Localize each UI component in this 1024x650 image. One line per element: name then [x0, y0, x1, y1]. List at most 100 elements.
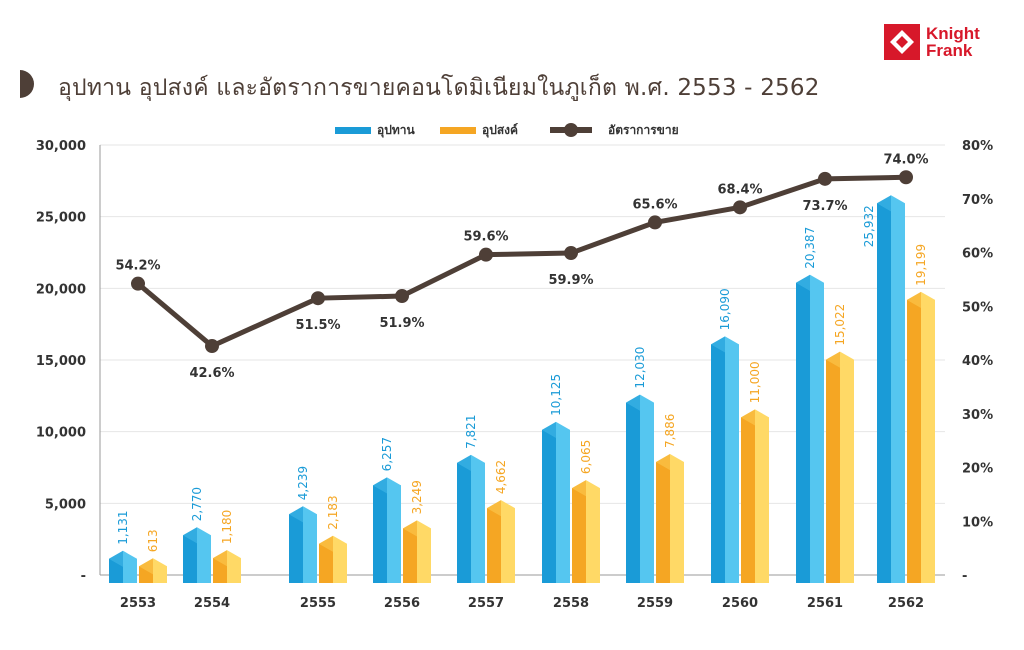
bar-1-side: [417, 528, 431, 583]
y-left-tick-label: 15,000: [36, 354, 86, 369]
bar-0-side: [725, 344, 739, 583]
bar-1-label: 613: [146, 529, 160, 552]
sales-rate-point: [648, 215, 662, 230]
sales-rate-point: [479, 247, 493, 262]
bar-1-front: [487, 508, 501, 583]
bar-1-label: 1,180: [220, 510, 234, 544]
sales-rate-point: [205, 339, 219, 354]
bar-1-cap-shade: [741, 409, 755, 426]
bar-0-label: 16,090: [718, 288, 732, 330]
y-right-tick-label: 10%: [962, 515, 993, 530]
bar-0-front: [711, 344, 725, 583]
x-tick-label: 2557: [468, 596, 504, 611]
bar-1-side: [586, 488, 600, 583]
bar-1-side: [501, 508, 515, 583]
sales-rate-label: 68.4%: [717, 182, 762, 197]
bar-0-label: 7,821: [464, 415, 478, 449]
y-right-tick-label: -: [962, 569, 967, 584]
bar-0-cap-shade: [457, 454, 471, 471]
bar-0-front: [183, 535, 197, 583]
bar-0-front: [289, 514, 303, 583]
bar-1-side: [670, 461, 684, 583]
y-right-tick-label: 50%: [962, 300, 993, 315]
bar-1-front: [826, 359, 840, 583]
bar-1-side: [755, 417, 769, 583]
bar-1-front: [319, 543, 333, 583]
bar-0-front: [877, 203, 891, 584]
bar-0-label: 20,387: [803, 227, 817, 269]
sales-rate-label: 51.9%: [379, 316, 424, 331]
bar-0-label: 4,239: [296, 466, 310, 500]
sales-rate-point: [818, 171, 832, 186]
knight-frank-logo: Knight Frank: [884, 24, 980, 60]
bar-1-cap-shade: [319, 535, 333, 552]
bar-0-front: [626, 402, 640, 583]
bar-0-cap-shade: [109, 550, 123, 567]
y-left-tick-label: 10,000: [36, 426, 86, 441]
bar-0-label: 2,770: [190, 487, 204, 521]
x-tick-label: 2560: [722, 596, 758, 611]
sales-rate-point: [899, 170, 913, 185]
bar-1-front: [403, 528, 417, 583]
legend-swatch-1: [440, 127, 476, 134]
sales-rate-label: 73.7%: [802, 199, 847, 214]
x-tick-label: 2556: [384, 596, 420, 611]
bar-0-label: 1,131: [116, 510, 130, 544]
bar-1-side: [840, 359, 854, 583]
x-tick-label: 2555: [300, 596, 336, 611]
bar-1-front: [656, 461, 670, 583]
sales-rate-label: 59.6%: [463, 230, 508, 245]
bar-0-label: 12,030: [633, 347, 647, 389]
x-tick-label: 2554: [194, 596, 230, 611]
bar-0-cap-shade: [626, 394, 640, 411]
bar-0-side: [640, 402, 654, 583]
bar-1-label: 19,199: [914, 244, 928, 286]
sales-rate-point: [564, 246, 578, 261]
bar-0-cap-shade: [796, 274, 810, 291]
y-right-tick-label: 70%: [962, 193, 993, 208]
bar-1-cap-shade: [139, 558, 153, 575]
legend-swatch-0: [335, 127, 371, 134]
bar-0-side: [556, 429, 570, 583]
bar-1-label: 6,065: [579, 440, 593, 474]
bar-0-cap-shade: [183, 527, 197, 544]
bar-1-cap-shade: [907, 291, 921, 308]
title-marker: [20, 70, 34, 98]
bar-1-label: 3,249: [410, 480, 424, 514]
bar-0-front: [109, 558, 123, 583]
bar-0-side: [387, 485, 401, 583]
legend-swatch-marker: [564, 123, 578, 137]
y-right-tick-label: 80%: [962, 139, 993, 154]
bar-1-side: [333, 543, 347, 583]
logo-text-line2: Frank: [926, 41, 973, 60]
legend-label-0: อุปทาน: [377, 123, 415, 138]
bar-0-front: [457, 462, 471, 583]
sales-rate-label: 74.0%: [883, 152, 928, 167]
bar-0-cap-shade: [711, 336, 725, 353]
y-left-tick-label: 5,000: [45, 497, 86, 512]
sales-rate-point: [131, 276, 145, 291]
page-title: อุปทาน อุปสงค์ และอัตราการขายคอนโดมิเนีย…: [58, 75, 820, 101]
bar-1-front: [572, 488, 586, 583]
bar-1-front: [213, 558, 227, 583]
sales-rate-label: 51.5%: [295, 318, 340, 333]
y-right-tick-label: 40%: [962, 354, 993, 369]
bar-1-side: [921, 299, 935, 583]
bar-1-cap-shade: [656, 453, 670, 470]
x-tick-label: 2562: [888, 596, 924, 611]
bar-1-cap-shade: [213, 550, 227, 567]
bar-0-cap-shade: [542, 421, 556, 438]
bar-1-cap-shade: [487, 500, 501, 517]
y-left-tick-label: 25,000: [36, 211, 86, 226]
y-right-tick-label: 60%: [962, 247, 993, 262]
bar-0-side: [303, 514, 317, 583]
x-tick-label: 2561: [807, 596, 843, 611]
bar-0-front: [796, 282, 810, 583]
x-tick-label: 2558: [553, 596, 589, 611]
sales-rate-label: 54.2%: [115, 259, 160, 274]
bar-0-front: [373, 485, 387, 583]
y-left-tick-label: -: [81, 569, 86, 584]
bar-0-cap-shade: [289, 506, 303, 523]
bar-0-label: 6,257: [380, 437, 394, 471]
